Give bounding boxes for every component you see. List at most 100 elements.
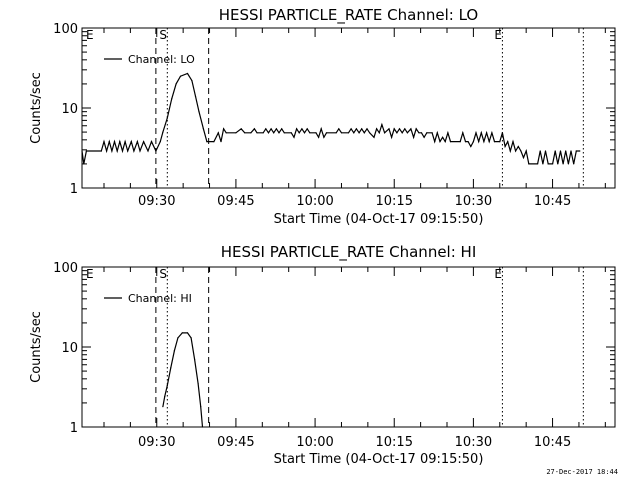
panel-1-data-point	[298, 132, 300, 134]
panel-1-data-point	[565, 150, 567, 152]
panel-1-data-point	[315, 132, 317, 134]
panel-1-data-point	[220, 141, 222, 143]
panel-1-data-point	[309, 132, 311, 134]
panel-1-data-point	[186, 72, 189, 75]
panel-2-data-point	[162, 406, 164, 408]
panel-1-y-axis-label: Counts/sec	[29, 72, 44, 144]
panel-1-data-point	[223, 128, 225, 130]
panel-1-data-point	[369, 132, 371, 134]
panel-2-y-axis-label: Counts/sec	[29, 311, 44, 383]
panel-2-data-point	[190, 337, 192, 339]
panel-1-data-point	[225, 132, 227, 134]
panel-2-data-point	[170, 367, 172, 369]
panel-1-data-point	[133, 150, 135, 152]
panel-1-data-point	[202, 128, 204, 130]
panel-1-data-point	[459, 141, 461, 143]
panel-1-data-point	[338, 128, 340, 130]
panel-1-data-point	[462, 132, 464, 134]
panel-1-data-point	[388, 128, 390, 130]
panel-1-data-point	[267, 132, 270, 134]
panel-1-data-point	[434, 141, 436, 143]
panel-1-data-point	[509, 150, 511, 152]
panel-2-legend-label: Channel: HI	[128, 292, 192, 305]
panel-1-data-point	[547, 163, 549, 165]
panel-1-y-tick-label: 100	[53, 22, 78, 37]
panel-1-data-point	[499, 141, 501, 143]
panel-1-data-point	[512, 141, 514, 143]
panel-1-data-point	[401, 132, 403, 134]
panel-1-data-point	[396, 132, 398, 134]
panel-1-data-point	[103, 141, 105, 143]
panel-2-y-tick-label: 10	[61, 341, 78, 356]
panel-1-data-point	[413, 136, 415, 138]
panel-1-data-point	[206, 141, 208, 143]
panel-2-data-point	[201, 426, 204, 428]
panel-1-data-point	[278, 132, 280, 134]
panel-1-data-point	[106, 150, 108, 152]
panel-1-data-point	[575, 150, 577, 152]
panel-1-data-point	[486, 132, 488, 134]
panel-1-data-point	[213, 141, 215, 143]
panel-1-data-point	[373, 136, 375, 138]
panel-1-data-point	[478, 141, 480, 143]
panel-1-data-point	[579, 150, 581, 152]
panel-2-series-line	[162, 332, 204, 428]
panel-2-plot-frame	[81, 266, 616, 428]
panel-1-data-point	[244, 132, 246, 134]
panel-1-data-point	[567, 163, 570, 165]
panel-1-data-point	[366, 128, 368, 130]
panel-1-data-point	[111, 150, 113, 152]
panel-2-data-point	[186, 332, 189, 334]
panel-2-data-point	[194, 358, 196, 360]
panel-1-data-point	[124, 141, 126, 143]
panel-1-data-point	[166, 117, 168, 119]
panel-1-data-point	[275, 128, 277, 130]
panel-1-data-point	[439, 141, 441, 143]
panel-1-data-point	[253, 128, 255, 130]
panel-1-data-point	[562, 163, 564, 165]
panel-2-x-tick-label: 09:45	[217, 435, 254, 450]
panel-1-data-point	[570, 150, 572, 152]
panel-2-chart-title: HESSI PARTICLE_RATE Channel: HI	[221, 243, 477, 262]
panel-1-y-tick-label: 10	[61, 102, 78, 117]
panel-1-marker-label-e: E	[494, 28, 502, 42]
panel-1-data-point	[100, 150, 102, 152]
panel-1-data-point	[542, 163, 544, 165]
panel-1-data-point	[320, 128, 322, 130]
panel-2-data-point	[181, 332, 183, 334]
panel-1-y-tick-label: 1	[70, 182, 78, 197]
panel-1-data-point	[501, 132, 503, 134]
panel-1-data-point	[191, 80, 193, 82]
panel-1-data-point	[363, 132, 365, 134]
panel-2-y-tick-label: 1	[70, 421, 78, 436]
timestamp-footer: 27-Dec-2017 18:44	[546, 468, 618, 476]
panel-1-data-point	[270, 128, 272, 130]
panel-1-data-point	[85, 150, 87, 152]
panel-1-data-point	[475, 132, 477, 134]
panel-1-data-point	[353, 132, 355, 134]
panel-1-data-point	[488, 141, 490, 143]
panel-2-data-point	[173, 350, 175, 352]
panel-1-data-point	[119, 141, 121, 143]
panel-1-data-point	[426, 132, 428, 134]
panel-1-data-point	[449, 141, 452, 143]
panel-1-data-point	[398, 128, 401, 130]
panel-1-x-axis-label: Start Time (04-Oct-17 09:15:50)	[274, 212, 484, 227]
panel-1-data-point	[155, 150, 157, 152]
panel-1-data-point	[283, 132, 285, 134]
panel-1-data-point	[290, 132, 292, 134]
panel-1-data-point	[517, 145, 519, 148]
panel-1-data-point	[554, 150, 556, 152]
panel-1-data-point	[350, 128, 352, 130]
panel-2-x-tick-label: 10:00	[296, 435, 333, 450]
panel-2-data-point	[166, 384, 168, 387]
panel-1-data-point	[480, 132, 482, 134]
panel-2-x-tick-label: 10:45	[534, 435, 571, 450]
panel-2-x-axis-label: Start Time (04-Oct-17 09:15:50)	[274, 452, 484, 467]
panel-1-data-point	[265, 128, 267, 130]
panel-1-data-point	[81, 150, 83, 152]
panel-1-data-point	[504, 145, 506, 148]
panel-1-data-point	[262, 132, 264, 134]
panel-2-data-point	[177, 337, 179, 339]
